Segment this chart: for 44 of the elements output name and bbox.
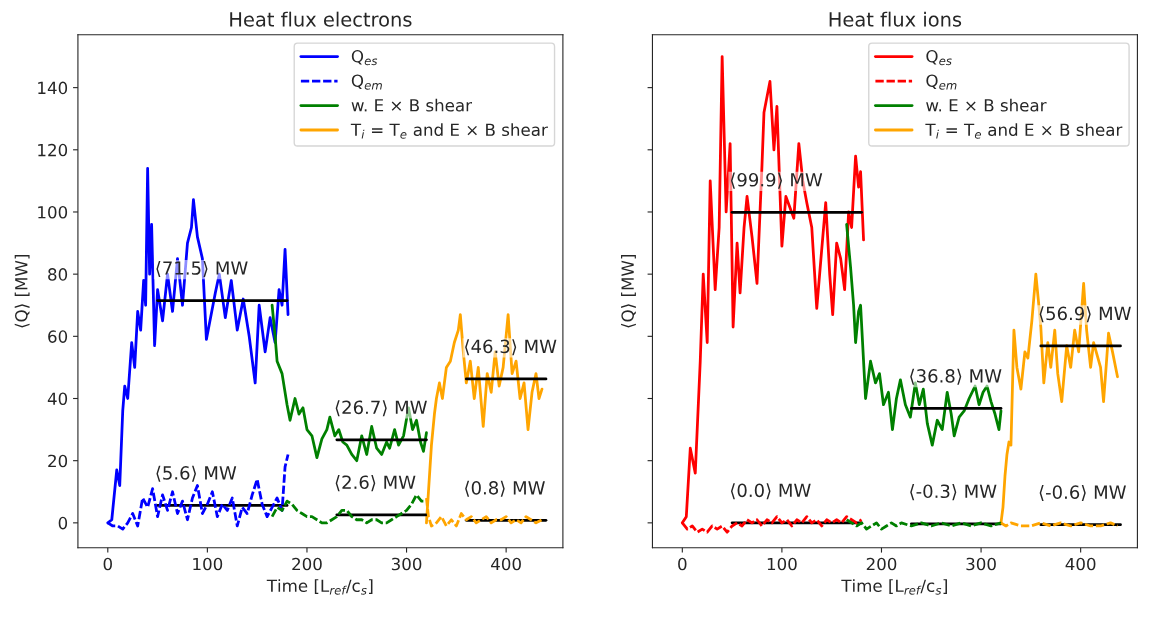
annotation: ⟨0.0⟩ MW [730,483,811,500]
annotation: ⟨5.6⟩ MW [156,465,237,482]
chart-title: Heat flux electrons [230,11,412,27]
legend-label: Q$_{em}$ [926,74,957,90]
x-tick-label: 400 [1065,557,1096,571]
x-tick-label: 100 [767,557,797,571]
y-tick-label: 40 [47,392,68,406]
annotation: ⟨99.9⟩ MW [730,172,823,189]
annotation: ⟨71.5⟩ MW [156,260,248,277]
x-tick-label: 0 [678,557,687,571]
annotation: ⟨26.7⟩ MW [335,400,427,417]
legend-label: Q$_{es}$ [926,49,952,66]
x-axis-title: Time [L$_{ref}$/c$_{s}$] [266,579,373,595]
annotation: ⟨-0.6⟩ MW [1039,485,1126,502]
legend-label: T$_{i}$ = T$_{e}$ and E × B shear [350,123,548,139]
legend-label: T$_{i}$ = T$_{e}$ and E × B shear [925,123,1123,139]
y-tick-label: 100 [38,205,68,219]
legend-label: Q$_{em}$ [351,74,382,90]
x-tick-label: 200 [292,557,322,571]
x-tick-label: 300 [391,557,422,571]
legend-label: w. E × B shear [351,98,472,112]
annotation: ⟨2.6⟩ MW [335,475,416,492]
y-tick-label: 20 [48,454,68,468]
annotation: ⟨0.8⟩ MW [465,480,545,497]
y-axis-title: ⟨Q⟩ [MW] [14,255,30,328]
y-tick-label: 80 [48,268,68,281]
x-tick-label: 100 [193,557,223,571]
x-tick-label: 0 [103,557,112,571]
legend-label: w. E × B shear [926,98,1047,112]
annotation: ⟨46.3⟩ MW [465,339,557,356]
x-tick-label: 200 [866,557,897,571]
y-tick-label: 0 [58,516,68,530]
y-tick-label: 140 [38,81,68,95]
x-tick-label: 400 [491,557,521,571]
legend-label: Q$_{es}$ [351,49,378,66]
annotation: ⟨56.9⟩ MW [1039,306,1131,323]
x-axis-title: Time [L$_{ref}$/c$_{s}$] [841,579,947,595]
annotation: ⟨-0.3⟩ MW [910,484,997,501]
x-tick-label: 300 [966,557,996,571]
y-tick-label: 120 [38,143,68,157]
y-axis-title: ⟨Q⟩ [MW] [621,255,636,328]
y-tick-label: 60 [48,330,68,343]
chart-title: Heat flux ions [829,11,962,27]
annotation: ⟨36.8⟩ MW [910,368,1002,385]
